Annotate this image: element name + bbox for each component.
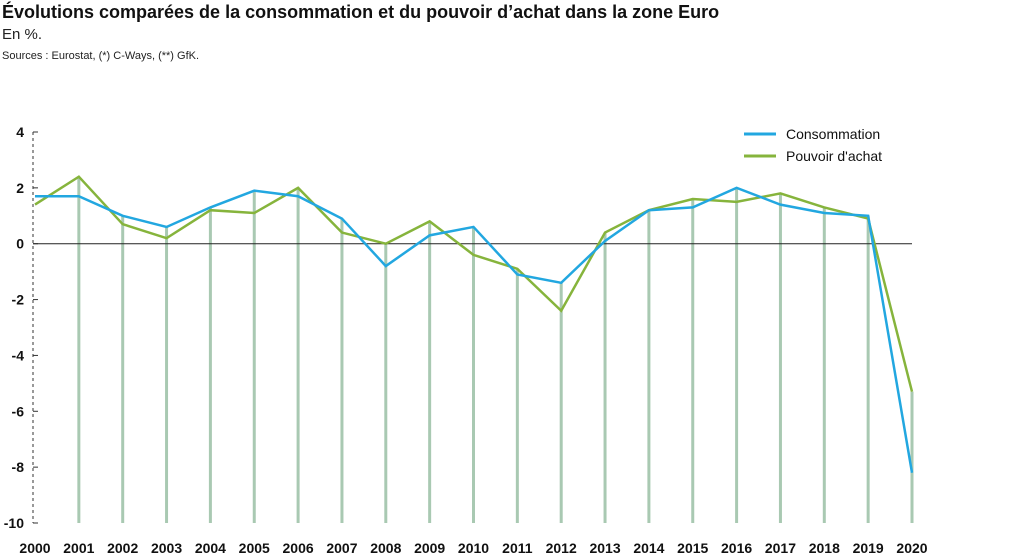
x-tick-label: 2009	[414, 540, 445, 556]
x-tick-label: 2017	[765, 540, 796, 556]
y-tick-label: -2	[12, 292, 25, 308]
series-line-pouvoir-d-achat	[34, 175, 914, 393]
x-tick-label: 2018	[809, 540, 840, 556]
x-tick-label: 2013	[589, 540, 620, 556]
legend-label: Pouvoir d'achat	[786, 148, 882, 164]
x-tick-label: 2006	[283, 540, 314, 556]
y-tick-label: -4	[12, 347, 25, 363]
y-tick-label: 0	[16, 236, 24, 252]
x-tick-label: 2020	[896, 540, 927, 556]
y-tick-label: 4	[16, 124, 24, 140]
y-tick-label: -8	[12, 459, 25, 475]
x-tick-label: 2000	[19, 540, 50, 556]
x-tick-label: 2005	[239, 540, 270, 556]
y-tick-label: -10	[4, 515, 24, 531]
x-tick-label: 2019	[853, 540, 884, 556]
chart-subtitle: En %.	[2, 26, 43, 43]
x-tick-label: 2016	[721, 540, 752, 556]
y-tick-label: -6	[12, 403, 25, 419]
x-tick-label: 2015	[677, 540, 708, 556]
chart-title: Évolutions comparées de la consommation …	[2, 2, 720, 22]
chart-source: Sources : Eurostat, (*) C-Ways, (**) GfK…	[2, 50, 200, 62]
x-tick-label: 2002	[107, 540, 138, 556]
x-tick-label: 2004	[195, 540, 226, 556]
y-tick-label: 2	[16, 180, 24, 196]
legend-label: Consommation	[786, 126, 880, 142]
series-line-consommation	[35, 186, 914, 473]
x-tick-label: 2014	[633, 540, 664, 556]
x-tick-label: 2001	[63, 540, 94, 556]
x-tick-label: 2003	[151, 540, 182, 556]
x-tick-label: 2007	[326, 540, 357, 556]
x-tick-label: 2010	[458, 540, 489, 556]
x-tick-label: 2012	[546, 540, 577, 556]
x-tick-label: 2011	[502, 540, 533, 556]
x-tick-label: 2008	[370, 540, 401, 556]
